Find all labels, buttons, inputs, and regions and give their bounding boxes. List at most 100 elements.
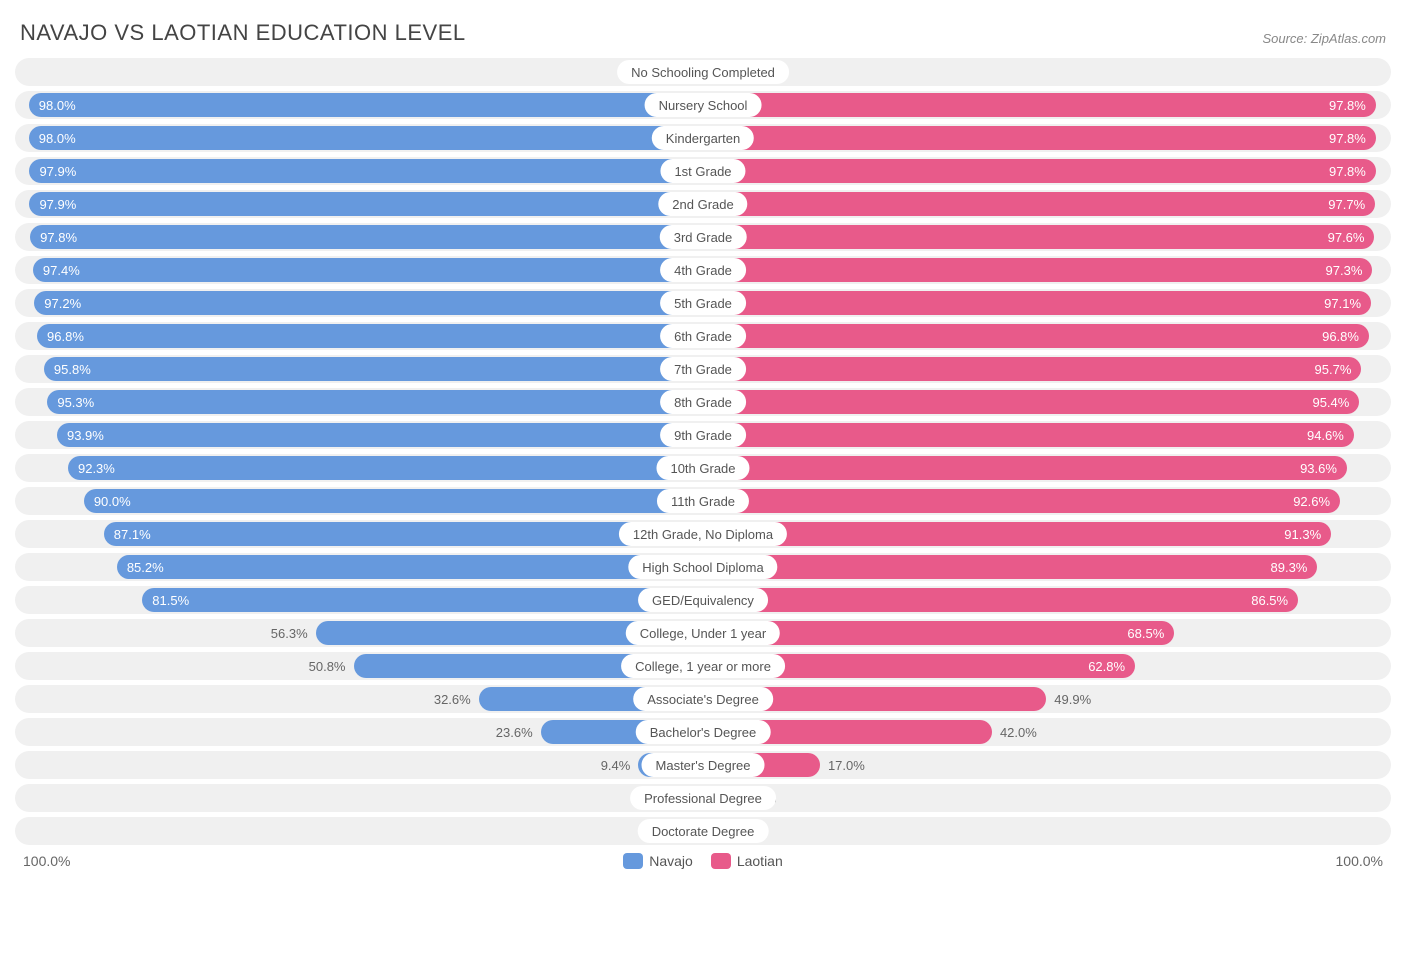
category-label: 2nd Grade xyxy=(658,192,747,216)
bar-left: 97.2% xyxy=(34,291,703,315)
category-label: Professional Degree xyxy=(630,786,776,810)
chart-legend: Navajo Laotian xyxy=(623,853,783,869)
bar-left-value: 97.2% xyxy=(44,296,81,311)
bar-right-value: 96.8% xyxy=(1322,329,1359,344)
bar-row: 81.5% 86.5% GED/Equivalency xyxy=(15,586,1391,614)
bar-row: 9.4%17.0%Master's Degree xyxy=(15,751,1391,779)
category-label: College, 1 year or more xyxy=(621,654,785,678)
bar-row: 85.2% 89.3% High School Diploma xyxy=(15,553,1391,581)
bar-left-value: 50.8% xyxy=(309,652,346,680)
category-label: College, Under 1 year xyxy=(626,621,780,645)
bar-row: 96.8%96.8%6th Grade xyxy=(15,322,1391,350)
bar-right: 86.5% xyxy=(703,588,1298,612)
bar-left-value: 97.4% xyxy=(43,263,80,278)
bar-left: 96.8% xyxy=(37,324,703,348)
bar-right: 97.1% xyxy=(703,291,1371,315)
bar-row: 97.4%97.3%4th Grade xyxy=(15,256,1391,284)
bar-right: 97.8% xyxy=(703,159,1376,183)
bar-left: 97.9% xyxy=(29,159,703,183)
bar-right-value: 97.7% xyxy=(1328,197,1365,212)
bar-left-value: 32.6% xyxy=(434,685,471,713)
bar-left: 97.9% xyxy=(29,192,703,216)
bar-right-value: 91.3% xyxy=(1284,527,1321,542)
bar-left-value: 90.0% xyxy=(94,494,131,509)
bar-left: 95.8% xyxy=(44,357,703,381)
legend-item-laotian: Laotian xyxy=(711,853,783,869)
bar-right: 95.4% xyxy=(703,390,1359,414)
bar-left-value: 98.0% xyxy=(39,98,76,113)
bar-right: 89.3% xyxy=(703,555,1317,579)
bar-row: 90.0%92.6%11th Grade xyxy=(15,487,1391,515)
bar-right-value: 97.8% xyxy=(1329,131,1366,146)
bar-right-value: 97.1% xyxy=(1324,296,1361,311)
bar-row: 23.6% 42.0% Bachelor's Degree xyxy=(15,718,1391,746)
bar-left: 95.3% xyxy=(47,390,703,414)
category-label: 5th Grade xyxy=(660,291,746,315)
category-label: Bachelor's Degree xyxy=(636,720,771,744)
category-label: 8th Grade xyxy=(660,390,746,414)
bar-right-value: 49.9% xyxy=(1054,685,1091,713)
category-label: Doctorate Degree xyxy=(638,819,769,843)
chart-source: Source: ZipAtlas.com xyxy=(1262,31,1386,46)
bar-right-value: 95.4% xyxy=(1312,395,1349,410)
bar-row: 92.3%93.6%10th Grade xyxy=(15,454,1391,482)
bar-row: 97.2% 97.1% 5th Grade xyxy=(15,289,1391,317)
bar-left: 81.5% xyxy=(142,588,703,612)
legend-swatch-navajo xyxy=(623,853,643,869)
bar-right-value: 97.6% xyxy=(1328,230,1365,245)
bar-left-value: 85.2% xyxy=(127,560,164,575)
category-label: Associate's Degree xyxy=(633,687,773,711)
bar-left-value: 9.4% xyxy=(601,751,631,779)
bar-right-value: 92.6% xyxy=(1293,494,1330,509)
bar-left-value: 23.6% xyxy=(496,718,533,746)
category-label: High School Diploma xyxy=(628,555,777,579)
bar-left: 93.9% xyxy=(57,423,703,447)
bar-right-value: 95.7% xyxy=(1315,362,1352,377)
bar-right-value: 68.5% xyxy=(1127,626,1164,641)
category-label: No Schooling Completed xyxy=(617,60,789,84)
bar-right: 97.7% xyxy=(703,192,1375,216)
bar-right-value: 62.8% xyxy=(1088,659,1125,674)
legend-label-navajo: Navajo xyxy=(649,853,693,869)
legend-swatch-laotian xyxy=(711,853,731,869)
category-label: 1st Grade xyxy=(660,159,745,183)
bar-left-value: 98.0% xyxy=(39,131,76,146)
bar-right: 96.8% xyxy=(703,324,1369,348)
category-label: Master's Degree xyxy=(642,753,765,777)
bar-left: 92.3% xyxy=(68,456,703,480)
chart-rows: 2.1%2.2%No Schooling Completed98.0%97.8%… xyxy=(15,58,1391,845)
chart-header: NAVAJO VS LAOTIAN EDUCATION LEVEL Source… xyxy=(15,20,1391,46)
bar-left-value: 81.5% xyxy=(152,593,189,608)
bar-right: 95.7% xyxy=(703,357,1361,381)
category-label: GED/Equivalency xyxy=(638,588,768,612)
bar-right-value: 97.8% xyxy=(1329,164,1366,179)
legend-item-navajo: Navajo xyxy=(623,853,693,869)
bar-right: 97.6% xyxy=(703,225,1374,249)
bar-row: 97.9% 97.7% 2nd Grade xyxy=(15,190,1391,218)
category-label: 9th Grade xyxy=(660,423,746,447)
bar-row: 95.8% 95.7% 7th Grade xyxy=(15,355,1391,383)
bar-row: 2.9%5.2%Professional Degree xyxy=(15,784,1391,812)
bar-left-value: 87.1% xyxy=(114,527,151,542)
bar-left-value: 92.3% xyxy=(78,461,115,476)
bar-left: 97.4% xyxy=(33,258,703,282)
bar-left: 87.1% xyxy=(104,522,703,546)
bar-right: 97.8% xyxy=(703,126,1376,150)
bar-row: 56.3% 68.5% College, Under 1 year xyxy=(15,619,1391,647)
bar-row: 32.6% 49.9% Associate's Degree xyxy=(15,685,1391,713)
bar-right: 91.3% xyxy=(703,522,1331,546)
bar-right: 93.6% xyxy=(703,456,1347,480)
category-label: 4th Grade xyxy=(660,258,746,282)
bar-row: 95.3% 95.4% 8th Grade xyxy=(15,388,1391,416)
bar-right-value: 89.3% xyxy=(1271,560,1308,575)
bar-right-value: 93.6% xyxy=(1300,461,1337,476)
category-label: 7th Grade xyxy=(660,357,746,381)
category-label: 12th Grade, No Diploma xyxy=(619,522,787,546)
chart-footer: 100.0% Navajo Laotian 100.0% xyxy=(15,853,1391,869)
bar-right-value: 94.6% xyxy=(1307,428,1344,443)
bar-left: 98.0% xyxy=(29,93,703,117)
bar-right-value: 42.0% xyxy=(1000,718,1037,746)
bar-left-value: 56.3% xyxy=(271,619,308,647)
bar-row: 97.9% 97.8% 1st Grade xyxy=(15,157,1391,185)
bar-right-value: 86.5% xyxy=(1251,593,1288,608)
